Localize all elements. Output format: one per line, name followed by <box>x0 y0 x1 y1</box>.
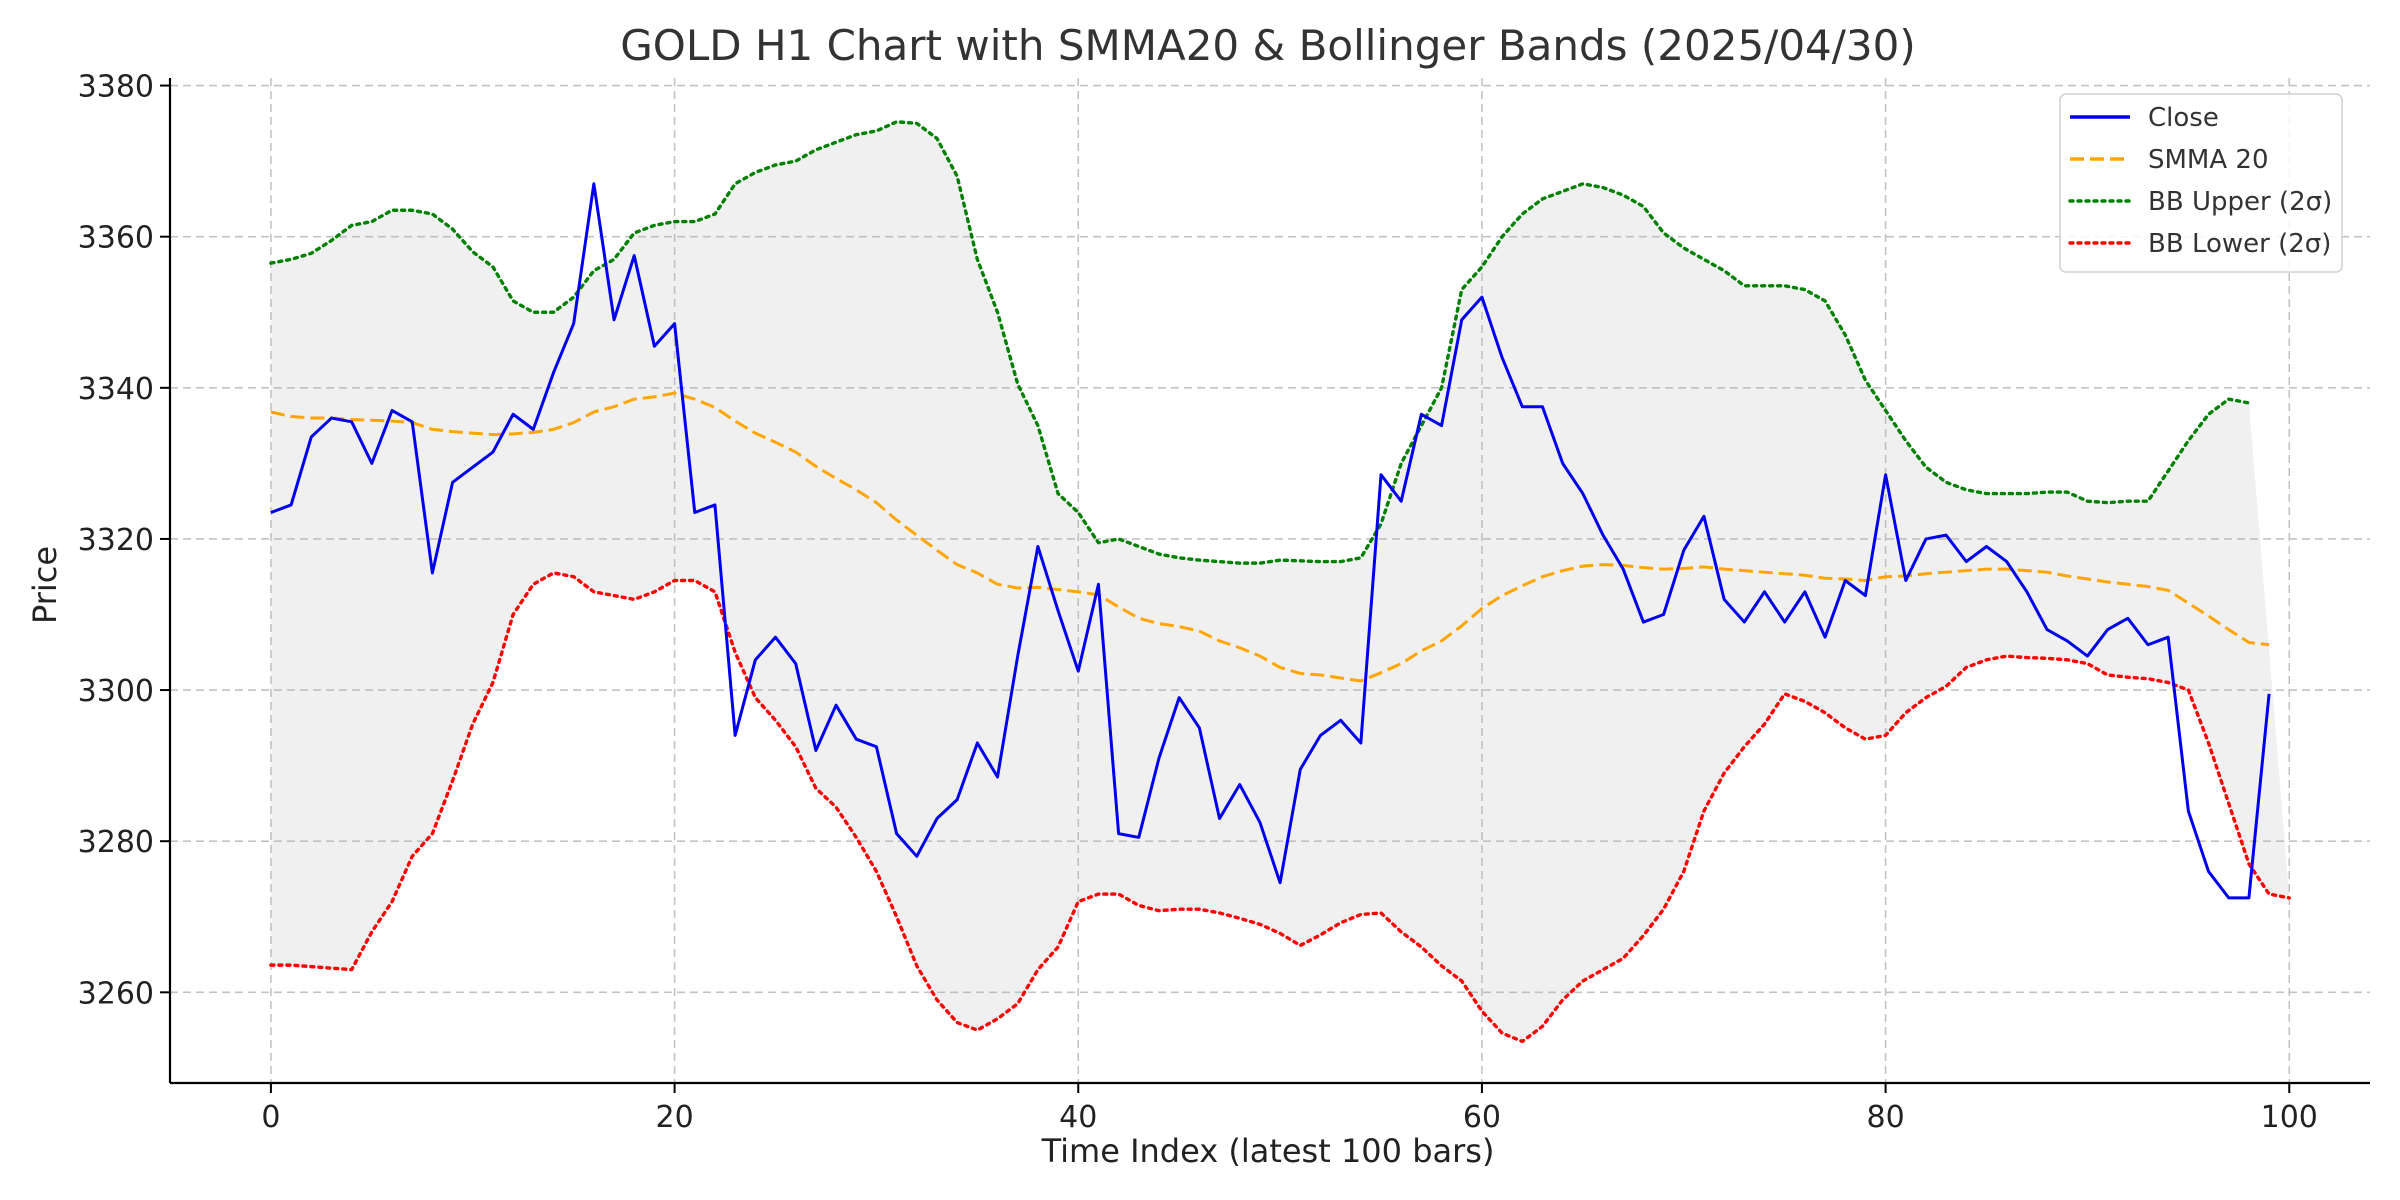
series-line-close <box>270 182 2271 900</box>
y-tick-label: 3380 <box>78 70 154 105</box>
x-tick-label: 40 <box>1059 1100 1097 1135</box>
x-tick-label: 20 <box>655 1100 693 1135</box>
legend-box <box>2059 93 2343 273</box>
series-line-bb-upper-2 <box>269 120 2251 565</box>
legend-label-smma-20: SMMA 20 <box>2148 145 2269 175</box>
y-axis-ticks: 3260 3280 3300 3320 3340 3360 3380 <box>78 70 170 1011</box>
legend: Close SMMA 20 BB Upper (2σ) BB Lower (2σ) <box>2059 93 2343 273</box>
series-lines <box>269 120 2291 1044</box>
legend-label-bb-upper-2: BB Upper (2σ) <box>2148 187 2332 217</box>
x-axis-ticks: 0 20 40 60 80 100 <box>261 1083 2318 1135</box>
x-tick-label: 60 <box>1463 1100 1501 1135</box>
x-axis-label: Time Index (latest 100 bars) <box>1041 1132 1495 1170</box>
x-tick-label: 0 <box>261 1100 280 1135</box>
y-tick-label: 3360 <box>78 221 154 256</box>
y-axis-label: Price <box>26 546 64 624</box>
legend-label-close: Close <box>2148 103 2219 133</box>
series-line-bb-lower-2 <box>269 571 2291 1044</box>
chart-title: GOLD H1 Chart with SMMA20 & Bollinger Ba… <box>620 21 1916 70</box>
bollinger-band-fill <box>270 121 2290 1042</box>
y-tick-label: 3320 <box>78 523 154 558</box>
grid-lines <box>170 78 2370 1083</box>
x-tick-label: 100 <box>2261 1100 2318 1135</box>
y-tick-label: 3340 <box>78 372 154 407</box>
y-tick-label: 3300 <box>78 674 154 709</box>
axes <box>168 78 2370 1085</box>
y-tick-label: 3280 <box>78 825 154 860</box>
x-tick-label: 80 <box>1867 1100 1905 1135</box>
plot-area <box>170 78 2370 1083</box>
y-tick-label: 3260 <box>78 976 154 1011</box>
legend-label-bb-lower-2: BB Lower (2σ) <box>2148 229 2331 259</box>
